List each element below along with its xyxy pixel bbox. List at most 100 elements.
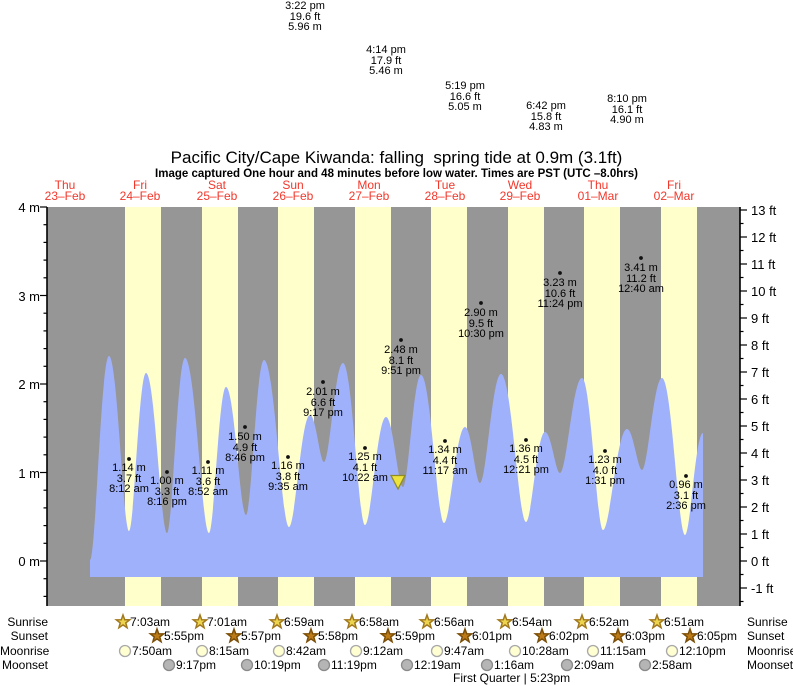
sunrise-star-icon — [114, 612, 132, 630]
tide-point-dot — [127, 457, 131, 461]
high-tide-label: 1.50 m 4.9 ft 8:46 pm — [225, 431, 265, 464]
sunrise-star-icon — [343, 612, 361, 630]
right-axis-label: 1 ft — [751, 527, 770, 542]
right-axis-label: 3 ft — [751, 473, 770, 488]
low-tide-label: 1.25 m 4.1 ft 10:22 am — [342, 451, 388, 484]
page-title: Pacific City/Cape Kiwanda: falling sprin… — [170, 148, 623, 167]
astro-row-label-left-sunset: Sunset — [10, 629, 48, 643]
moonrise-time: 9:47am — [444, 644, 485, 658]
sunset-time: 5:59pm — [395, 629, 436, 643]
day-label: Fri 02–Mar — [653, 178, 695, 203]
moonrise-circle-icon — [586, 644, 600, 658]
sunrise-time: 6:58am — [359, 615, 400, 629]
sunset-time: 6:02pm — [549, 629, 590, 643]
high-tide-label: 3.41 m 11.2 ft 12:40 am — [618, 262, 664, 295]
low-tide-label: 1.14 m 3.7 ft 8:12 am — [109, 462, 149, 495]
moonrise-circle-icon — [665, 644, 679, 658]
moonset-circle-icon — [480, 658, 494, 672]
moonrise-time: 11:15am — [600, 644, 646, 658]
moonset-time: 10:19pm — [254, 658, 301, 672]
right-axis-label: 9 ft — [751, 311, 770, 326]
astro-row-label-left-sunrise: Sunrise — [7, 615, 48, 629]
upper-annotation: 5:19 pm 16.6 ft 5.05 m — [445, 80, 485, 113]
low-tide-label: 1.00 m 3.3 ft 8:16 pm — [147, 475, 187, 508]
astro-row-label-right-moonset: Moonset — [747, 658, 793, 672]
right-axis-label: 8 ft — [751, 338, 770, 353]
tide-point-dot — [603, 449, 607, 453]
sunset-time: 6:03pm — [625, 629, 666, 643]
tide-point-dot — [524, 438, 528, 442]
sunrise-star-icon — [648, 612, 666, 630]
moonset-circle-icon — [317, 658, 331, 672]
tide-water-area — [90, 356, 703, 577]
moonrise-circle-icon — [508, 644, 522, 658]
sunset-time: 6:05pm — [697, 629, 738, 643]
tide-point-dot — [639, 256, 643, 260]
sunset-time: 5:55pm — [164, 629, 205, 643]
tide-point-dot — [243, 425, 247, 429]
right-axis-label: 2 ft — [751, 500, 770, 515]
day-label: Sat 25–Feb — [196, 178, 238, 203]
moonset-time: 1:16am — [494, 658, 535, 672]
moonrise-time: 7:50am — [132, 644, 173, 658]
moonset-circle-icon — [560, 658, 574, 672]
moonset-circle-icon — [240, 658, 254, 672]
tide-point-dot — [558, 271, 562, 275]
moonset-time: 2:58am — [652, 658, 693, 672]
sunset-star-icon — [609, 626, 627, 644]
sunset-star-icon — [681, 626, 699, 644]
sunset-time: 5:58pm — [318, 629, 359, 643]
sunset-star-icon — [225, 626, 243, 644]
upper-annotation: 8:10 pm 16.1 ft 4.90 m — [607, 93, 647, 126]
page-subtitle: Image captured One hour and 48 minutes b… — [155, 168, 638, 180]
moonrise-time: 9:12am — [363, 644, 404, 658]
tide-point-dot — [399, 338, 403, 342]
day-label: Tue 28–Feb — [424, 178, 466, 203]
upper-annotation: 6:42 pm 15.8 ft 4.83 m — [526, 100, 566, 133]
moonrise-time: 10:28am — [522, 644, 569, 658]
moonrise-circle-icon — [195, 644, 209, 658]
day-label: Wed 29–Feb — [499, 178, 541, 203]
tide-point-dot — [443, 439, 447, 443]
high-tide-label: 2.48 m 8.1 ft 9:51 pm — [381, 344, 421, 377]
sunrise-star-icon — [573, 612, 591, 630]
day-label: Fri 24–Feb — [119, 178, 161, 203]
tide-point-dot — [321, 380, 325, 384]
tide-point-dot — [479, 301, 483, 305]
left-axis-label: 1 m — [18, 465, 40, 481]
low-tide-label: 1.36 m 4.5 ft 12:21 pm — [503, 443, 549, 476]
upper-annotation: 4:14 pm 17.9 ft 5.46 m — [366, 44, 406, 77]
tide-point-dot — [286, 455, 290, 459]
moonrise-time: 8:15am — [209, 644, 250, 658]
high-tide-label: 2.90 m 9.5 ft 10:30 pm — [458, 307, 504, 340]
tide-point-dot — [206, 460, 210, 464]
sunrise-time: 7:01am — [207, 615, 248, 629]
left-axis-label: 0 m — [18, 554, 40, 569]
day-label: Thu 01–Mar — [577, 178, 619, 203]
low-tide-label: 0.96 m 3.1 ft 2:36 pm — [666, 479, 706, 512]
sunrise-time: 6:52am — [589, 615, 630, 629]
moon-phase-label: First Quarter | 5:23pm — [453, 671, 571, 685]
low-tide-label: 1.34 m 4.4 ft 11:17 am — [422, 444, 468, 477]
moonrise-time: 12:10pm — [679, 644, 726, 658]
tide-point-dot — [363, 446, 367, 450]
sunrise-star-icon — [191, 612, 209, 630]
current-time-marker-icon — [389, 474, 407, 491]
moonrise-circle-icon — [349, 644, 363, 658]
moonrise-circle-icon — [272, 644, 286, 658]
right-axis-label: 0 ft — [751, 554, 770, 569]
day-label: Thu 23–Feb — [44, 178, 86, 203]
low-tide-label: 1.23 m 4.0 ft 1:31 pm — [585, 454, 625, 487]
astro-row-label-left-moonrise: Moonrise — [0, 644, 50, 658]
moonrise-circle-icon — [118, 644, 132, 658]
low-tide-label: 1.16 m 3.8 ft 9:35 am — [268, 460, 308, 493]
moonset-time: 11:19pm — [331, 658, 377, 672]
right-axis-label: 10 ft — [751, 284, 777, 299]
astro-row-label-left-moonset: Moonset — [1, 658, 48, 672]
sunset-star-icon — [533, 626, 551, 644]
sunrise-star-icon — [418, 612, 436, 630]
astro-row-label-right-sunrise: Sunrise — [747, 615, 788, 629]
right-axis-label: 5 ft — [751, 419, 770, 434]
sunrise-star-icon — [268, 612, 286, 630]
